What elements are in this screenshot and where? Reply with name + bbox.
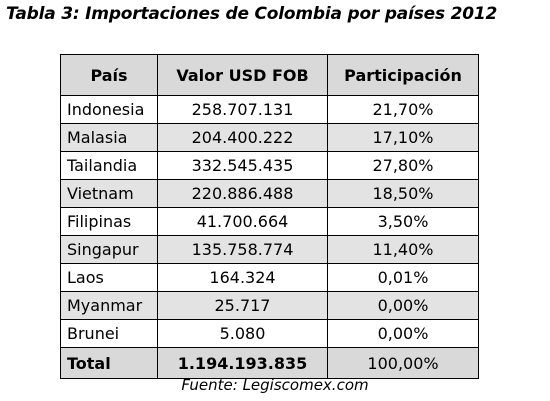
total-cell: 1.194.193.835	[157, 347, 328, 379]
table-row: Singapur 135.758.774 11,40%	[60, 235, 479, 264]
table-cell: 5.080	[157, 319, 328, 348]
column-header: País	[60, 54, 158, 96]
table-row: Myanmar 25.717 0,00%	[60, 291, 479, 320]
total-cell: Total	[60, 347, 158, 379]
table-row: Vietnam 220.886.488 18,50%	[60, 179, 479, 208]
table-cell: 220.886.488	[157, 179, 328, 208]
table-cell: Indonesia	[60, 95, 158, 124]
table-cell: Laos	[60, 263, 158, 292]
table-cell: 0,00%	[327, 319, 479, 348]
table-cell: Tailandia	[60, 151, 158, 180]
column-header: Participación	[327, 54, 479, 96]
table-row: Indonesia 258.707.131 21,70%	[60, 95, 479, 124]
source: Fuente: Legiscomex.com	[181, 376, 369, 394]
title: Tabla 3: Importaciones de Colombia por p…	[6, 4, 498, 24]
table-cell: 204.400.222	[157, 123, 328, 152]
table-cell: Singapur	[60, 235, 158, 264]
table-row: Tailandia 332.545.435 27,80%	[60, 151, 479, 180]
table-body: Indonesia 258.707.131 21,70% Malasia 204.400…	[60, 95, 479, 379]
table-cell: 164.324	[157, 263, 328, 292]
table-cell: Brunei	[60, 319, 158, 348]
table-cell: 18,50%	[327, 179, 479, 208]
header-row: País Valor USD FOB Participación	[60, 54, 479, 96]
table-cell: Vietnam	[60, 179, 158, 208]
table-row: Laos 164.324 0,01%	[60, 263, 479, 292]
table-cell: 21,70%	[327, 95, 479, 124]
table-cell: Myanmar	[60, 291, 158, 320]
table: País Valor USD FOB Participación Indonesia…	[60, 54, 479, 379]
table-cell: 332.545.435	[157, 151, 328, 180]
table-cell: 25.717	[157, 291, 328, 320]
table-row: Filipinas 41.700.664 3,50%	[60, 207, 479, 236]
column-header: Valor USD FOB	[157, 54, 328, 96]
table-cell: Malasia	[60, 123, 158, 152]
table-cell: 3,50%	[327, 207, 479, 236]
table-cell: 41.700.664	[157, 207, 328, 236]
table-cell: 27,80%	[327, 151, 479, 180]
table-cell: 17,10%	[327, 123, 479, 152]
table-cell: 135.758.774	[157, 235, 328, 264]
table-cell: Filipinas	[60, 207, 158, 236]
table-cell: 258.707.131	[157, 95, 328, 124]
table-cell: 0,01%	[327, 263, 479, 292]
total-row: Total 1.194.193.835 100,00%	[60, 347, 479, 379]
total-cell: 100,00%	[327, 347, 479, 379]
table-cell: 11,40%	[327, 235, 479, 264]
table-row: Malasia 204.400.222 17,10%	[60, 123, 479, 152]
table-cell: 0,00%	[327, 291, 479, 320]
table-row: Brunei 5.080 0,00%	[60, 319, 479, 348]
